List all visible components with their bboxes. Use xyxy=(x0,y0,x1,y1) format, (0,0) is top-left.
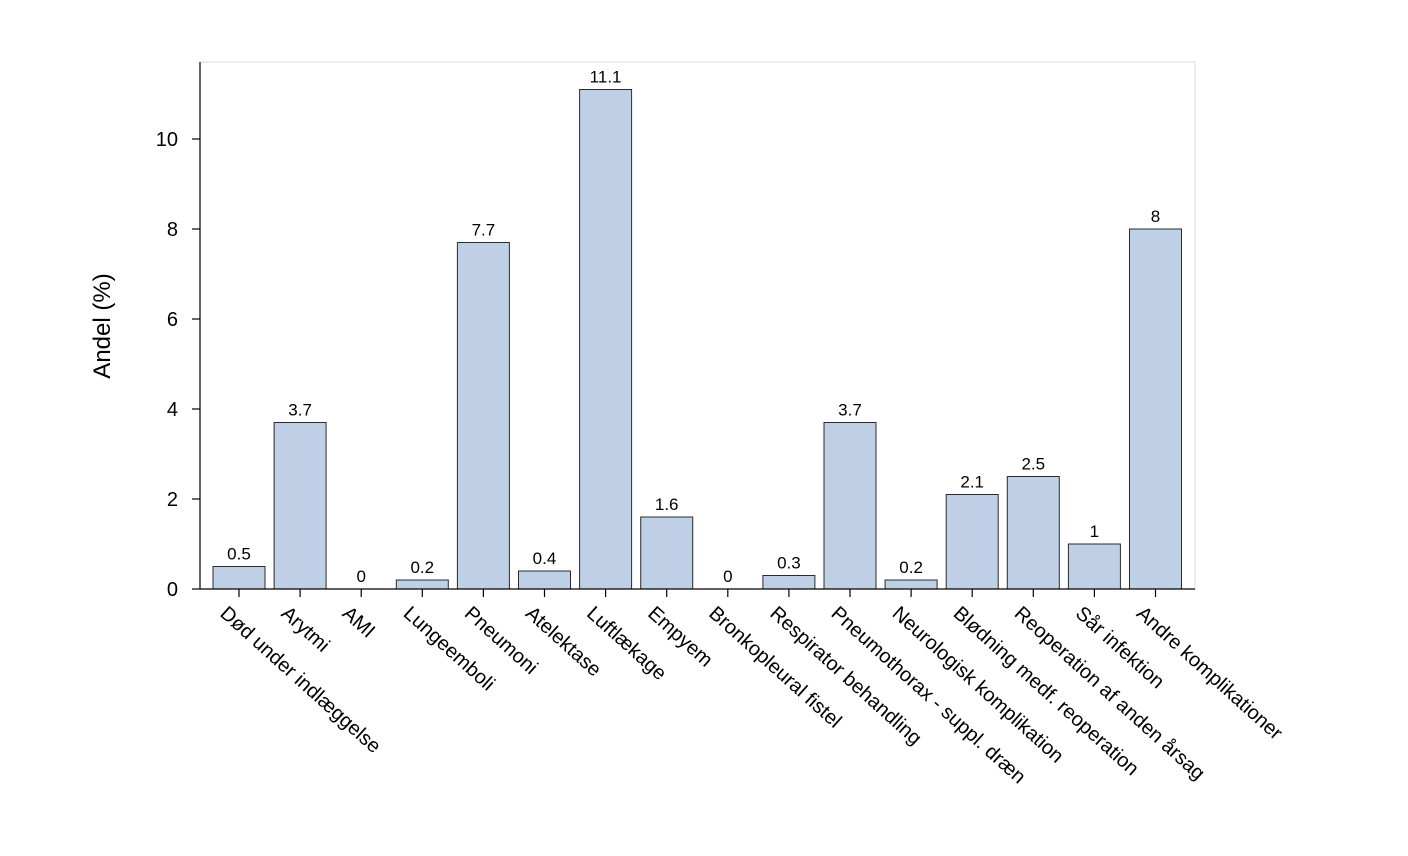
data-label: 2.1 xyxy=(960,473,984,492)
data-label: 0 xyxy=(356,567,365,586)
data-label: 3.7 xyxy=(288,401,312,420)
bar xyxy=(823,422,877,590)
y-ticks-group: 0 2 4 6 8 10 xyxy=(156,129,200,601)
bar xyxy=(762,575,816,590)
data-label: 0.2 xyxy=(410,558,434,577)
bars-group xyxy=(212,89,1182,590)
bar xyxy=(640,516,694,590)
data-label: 0.2 xyxy=(899,558,923,577)
x-tick-label: Arytmi xyxy=(277,602,334,656)
x-tick-label: AMI xyxy=(338,602,379,642)
data-label: 2.5 xyxy=(1021,455,1045,474)
data-label: 3.7 xyxy=(838,401,862,420)
y-tick-label: 6 xyxy=(167,309,178,331)
bar xyxy=(579,89,633,590)
data-label: 0 xyxy=(723,567,732,586)
bar xyxy=(395,579,449,590)
y-tick-label: 4 xyxy=(167,399,178,421)
y-axis-title: Andel (%) xyxy=(89,273,116,378)
bar xyxy=(518,570,571,590)
data-labels-group: 0.5 3.7 0 0.2 7.7 0.4 11.1 1.6 0 0.3 3.7 0.2 2.1 2.5 1… xyxy=(227,68,1160,587)
y-tick-label: 10 xyxy=(156,129,178,151)
bar xyxy=(1129,228,1182,590)
y-tick-label: 8 xyxy=(167,219,178,241)
bar xyxy=(945,494,999,590)
bar xyxy=(212,566,266,590)
bar xyxy=(456,242,510,590)
data-label: 1 xyxy=(1090,522,1099,541)
data-label: 1.6 xyxy=(655,495,679,514)
data-label: 11.1 xyxy=(590,68,622,87)
y-tick-label: 2 xyxy=(167,489,178,511)
bar xyxy=(884,579,938,590)
data-label: 0.5 xyxy=(227,545,251,564)
data-label: 7.7 xyxy=(472,221,496,240)
data-label: 0.4 xyxy=(533,549,557,568)
data-label: 8 xyxy=(1151,207,1160,226)
bar xyxy=(273,422,327,590)
y-tick-label: 0 xyxy=(167,579,178,601)
data-label: 0.3 xyxy=(777,554,801,573)
bar xyxy=(1006,476,1060,590)
bar xyxy=(1067,543,1121,590)
